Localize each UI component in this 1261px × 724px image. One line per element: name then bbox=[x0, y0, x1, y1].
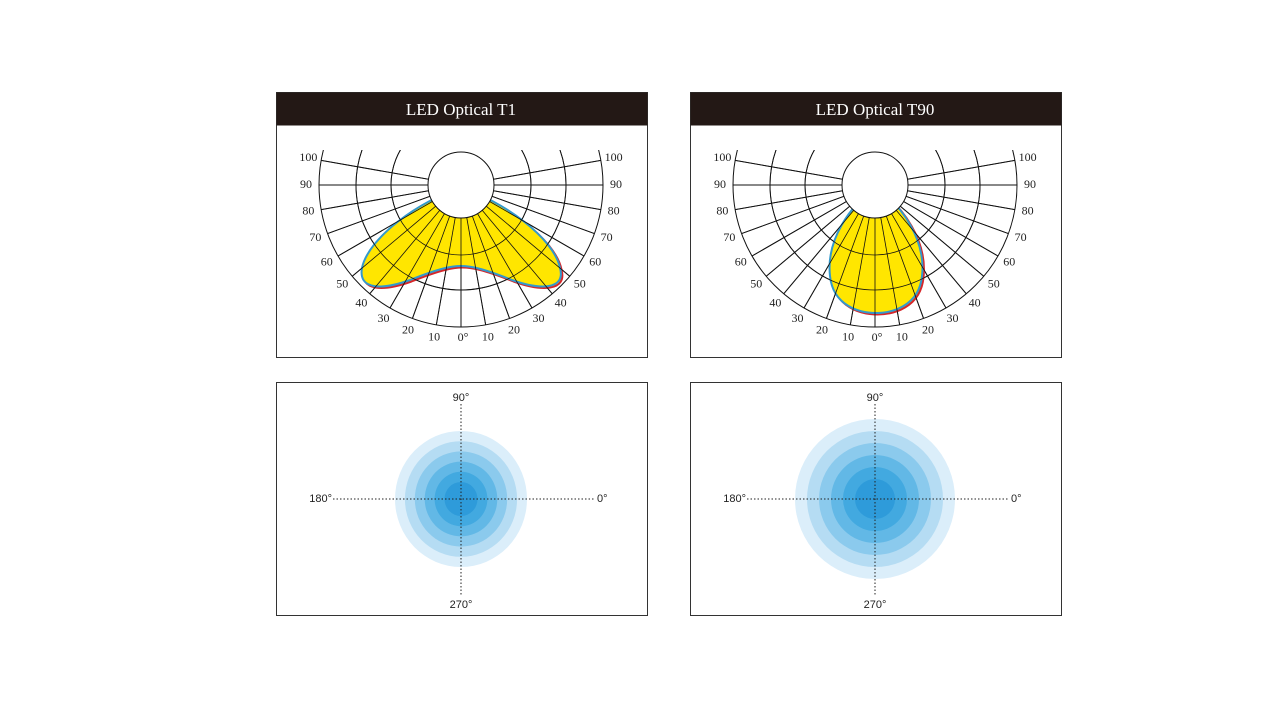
iso-label: 90° bbox=[453, 392, 470, 404]
polar-spoke bbox=[412, 215, 451, 319]
iso-label: 0° bbox=[597, 493, 608, 505]
polar-spoke bbox=[321, 159, 429, 180]
angle-label: 10 bbox=[428, 329, 440, 343]
iso-label: 90° bbox=[867, 392, 884, 404]
iso-label: 180° bbox=[309, 493, 332, 505]
angle-label: 30 bbox=[378, 311, 390, 325]
iso-label: 270° bbox=[450, 599, 473, 611]
polar-overlay bbox=[733, 150, 1017, 327]
polar-spoke bbox=[907, 190, 1015, 211]
polar-spoke bbox=[741, 195, 845, 234]
polar-spoke bbox=[351, 205, 436, 277]
angle-label: 40 bbox=[555, 295, 567, 309]
panel-title: LED Optical T90 bbox=[816, 100, 935, 119]
angle-label: 10 bbox=[482, 329, 494, 343]
angle-label: 70 bbox=[309, 230, 321, 244]
polar-spoke bbox=[895, 210, 967, 295]
polar-spoke bbox=[880, 217, 901, 325]
angle-label: 60 bbox=[1003, 254, 1015, 268]
angle-label: 0° bbox=[458, 330, 469, 344]
polar-spoke bbox=[486, 205, 571, 277]
angle-label: 20 bbox=[816, 322, 828, 336]
angle-label: 60 bbox=[589, 254, 601, 268]
panel-title: LED Optical T1 bbox=[406, 100, 516, 119]
polar-spoke bbox=[826, 215, 865, 319]
polar-spoke bbox=[491, 195, 595, 234]
polar-spoke bbox=[466, 217, 487, 325]
angle-label: 30 bbox=[533, 311, 545, 325]
angle-label: 20 bbox=[508, 322, 520, 336]
polar-spoke bbox=[803, 213, 859, 309]
polar-spoke bbox=[493, 159, 601, 180]
polar-spoke bbox=[493, 190, 601, 211]
panel-header bbox=[690, 92, 1062, 126]
polar-hole bbox=[427, 151, 495, 219]
angle-label: 100 bbox=[1019, 150, 1037, 164]
iso-box bbox=[276, 382, 648, 616]
polar-spoke bbox=[321, 190, 429, 211]
iso-label: 180° bbox=[723, 493, 746, 505]
polar-spoke bbox=[735, 159, 843, 180]
angle-label: 40 bbox=[355, 295, 367, 309]
angle-label: 80 bbox=[302, 204, 314, 218]
polar-spoke bbox=[765, 205, 850, 277]
angle-label: 100 bbox=[605, 150, 623, 164]
polar-spoke bbox=[903, 201, 999, 257]
angle-label: 80 bbox=[1022, 204, 1034, 218]
polar-spoke bbox=[885, 215, 924, 319]
angle-label: 60 bbox=[735, 254, 747, 268]
polar-spoke bbox=[489, 201, 585, 257]
angle-label: 80 bbox=[716, 204, 728, 218]
polar-spoke bbox=[735, 190, 843, 211]
iso-box bbox=[690, 382, 1062, 616]
angle-label: 0° bbox=[872, 330, 883, 344]
angle-label: 90 bbox=[714, 177, 726, 191]
polar-spoke bbox=[471, 215, 510, 319]
angle-label: 50 bbox=[988, 276, 1000, 290]
angle-label: 10 bbox=[842, 329, 854, 343]
polar-spoke bbox=[783, 210, 855, 295]
angle-label: 20 bbox=[922, 322, 934, 336]
angle-label: 100 bbox=[713, 150, 731, 164]
angle-label: 40 bbox=[969, 295, 981, 309]
angle-label: 50 bbox=[574, 276, 586, 290]
angle-label: 10 bbox=[896, 329, 908, 343]
polar-spoke bbox=[477, 213, 533, 309]
polar-spoke bbox=[751, 201, 847, 257]
angle-label: 70 bbox=[1015, 230, 1027, 244]
light-curve-fill bbox=[828, 186, 924, 315]
polar-spoke bbox=[849, 217, 870, 325]
polar-spoke bbox=[891, 213, 947, 309]
angle-label: 50 bbox=[750, 276, 762, 290]
angle-label: 90 bbox=[610, 177, 622, 191]
angle-label: 40 bbox=[769, 295, 781, 309]
angle-label: 30 bbox=[947, 311, 959, 325]
polar-hole bbox=[841, 151, 909, 219]
angle-label: 70 bbox=[601, 230, 613, 244]
angle-label: 70 bbox=[723, 230, 735, 244]
polar-overlay bbox=[319, 150, 603, 327]
angle-label: 90 bbox=[300, 177, 312, 191]
polar-spoke bbox=[337, 201, 433, 257]
polar-spoke bbox=[900, 205, 985, 277]
angle-label: 30 bbox=[792, 311, 804, 325]
polar-spoke bbox=[481, 210, 553, 295]
polar-spoke bbox=[435, 217, 456, 325]
angle-label: 100 bbox=[299, 150, 317, 164]
iso-label: 0° bbox=[1011, 493, 1022, 505]
iso-label: 270° bbox=[864, 599, 887, 611]
polar-spoke bbox=[905, 195, 1009, 234]
polar-spoke bbox=[327, 195, 431, 234]
angle-label: 90 bbox=[1024, 177, 1036, 191]
angle-label: 50 bbox=[336, 276, 348, 290]
panel-header bbox=[276, 92, 648, 126]
angle-label: 80 bbox=[608, 204, 620, 218]
polar-spoke bbox=[369, 210, 441, 295]
angle-label: 20 bbox=[402, 322, 414, 336]
angle-label: 60 bbox=[321, 254, 333, 268]
polar-spoke bbox=[389, 213, 445, 309]
polar-spoke bbox=[907, 159, 1015, 180]
